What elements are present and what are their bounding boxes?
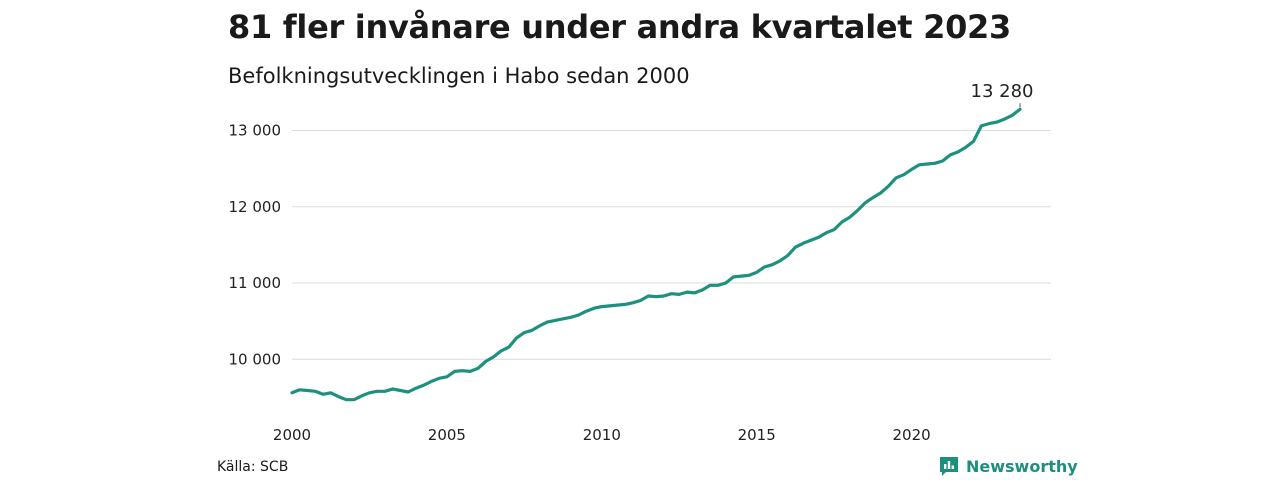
y-tick-label: 11 000 xyxy=(229,274,282,292)
y-tick-label: 13 000 xyxy=(229,122,282,140)
brand-logo: Newsworthy xyxy=(938,455,1078,477)
chart-subtitle: Befolkningsutvecklingen i Habo sedan 200… xyxy=(228,64,690,88)
x-tick-label: 2010 xyxy=(583,426,621,444)
x-tick-label: 2020 xyxy=(892,426,930,444)
source-label: Källa: SCB xyxy=(217,459,289,475)
chart-title: 81 fler invånare under andra kvartalet 2… xyxy=(228,8,1011,46)
x-tick-label: 2000 xyxy=(273,426,311,444)
series-line xyxy=(290,107,1022,402)
brand-name: Newsworthy xyxy=(966,456,1078,476)
y-tick-label: 10 000 xyxy=(229,350,282,368)
x-tick-label: 2005 xyxy=(428,426,466,444)
bar-chart-icon xyxy=(940,457,958,476)
end-value-label: 13 280 xyxy=(971,81,1034,102)
y-tick-label: 12 000 xyxy=(229,198,282,216)
x-tick-label: 2015 xyxy=(738,426,776,444)
